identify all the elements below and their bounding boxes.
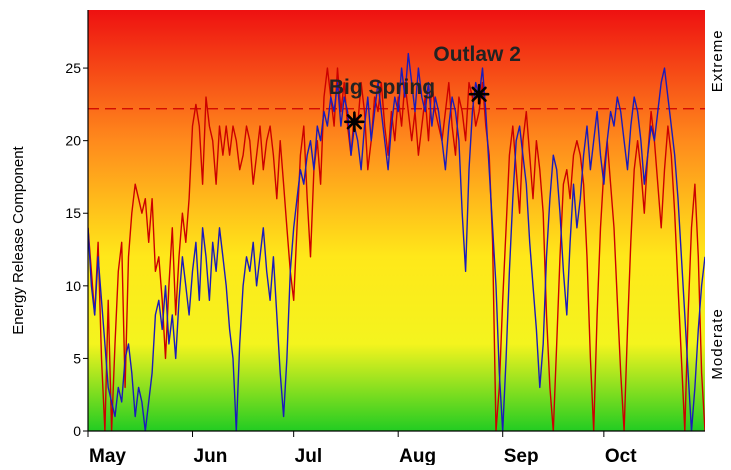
series-line-2 bbox=[88, 52, 705, 431]
plot-background bbox=[88, 10, 705, 431]
y-tick-label: 25 bbox=[65, 60, 81, 76]
y-tick-label: 15 bbox=[65, 205, 81, 221]
fire-marker-big-spring bbox=[344, 111, 365, 133]
series-line-1 bbox=[88, 67, 705, 431]
x-tick-label: Jul bbox=[295, 446, 322, 465]
right-label-moderate: Moderate bbox=[709, 308, 726, 379]
y-axis-label: Energy Release Component bbox=[10, 145, 27, 334]
x-tick-label: Sep bbox=[504, 446, 539, 465]
right-label-extreme: Extreme bbox=[709, 29, 726, 92]
fire-marker-outlaw-2 bbox=[468, 83, 490, 105]
x-tick-label: May bbox=[89, 446, 126, 465]
y-tick-label: 5 bbox=[73, 350, 81, 366]
y-tick-label: 10 bbox=[65, 278, 81, 294]
annotation-label-big-spring: Big Spring bbox=[329, 76, 435, 99]
x-tick-label: Jun bbox=[194, 446, 228, 465]
annotation-label-outlaw-2: Outlaw 2 bbox=[433, 43, 521, 66]
y-tick-label: 0 bbox=[73, 423, 81, 439]
x-tick-label: Oct bbox=[605, 446, 637, 465]
x-tick-label: Aug bbox=[399, 446, 436, 465]
y-tick-label: 20 bbox=[65, 133, 81, 149]
